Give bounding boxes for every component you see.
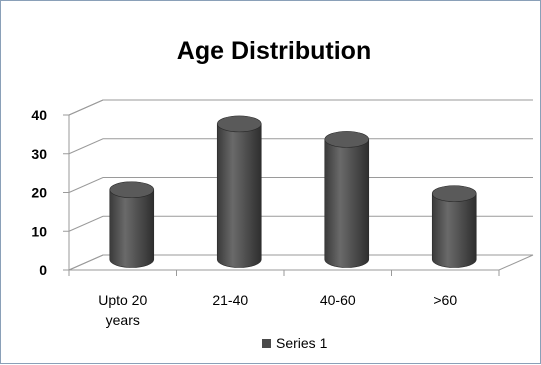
y-axis-ticks: 0 10 20 30 40: [31, 107, 69, 278]
x-category-label: 21-40: [212, 292, 248, 308]
bar-body: [324, 139, 370, 268]
y-tick-label: 20: [31, 185, 47, 201]
legend-label: Series 1: [276, 335, 328, 351]
bar-body: [216, 123, 262, 268]
bar-body: [109, 189, 155, 268]
x-category-label: 40-60: [320, 292, 356, 308]
bar: [109, 181, 155, 268]
gridline: [68, 215, 533, 232]
y-tick-label: 40: [31, 107, 47, 123]
legend-swatch: [262, 339, 271, 348]
y-tick-label: 30: [31, 146, 47, 162]
x-axis-labels: Upto 20 years 21-40 40-60 >60: [98, 292, 457, 328]
chart-bars: [109, 115, 477, 268]
y-tick-label: 10: [31, 223, 47, 239]
x-category-label: years: [106, 312, 140, 328]
x-category-label: >60: [433, 292, 457, 308]
bar: [216, 115, 262, 268]
bar: [324, 131, 370, 268]
gridline: [68, 254, 533, 271]
bar-top: [324, 131, 370, 148]
chart-gridlines: [68, 99, 533, 271]
y-tick-label: 0: [39, 262, 47, 278]
legend: Series 1: [262, 335, 328, 351]
bar-top: [431, 185, 477, 202]
bar-top: [109, 181, 155, 199]
bar-body: [431, 193, 477, 268]
chart-title: Age Distribution: [177, 37, 371, 65]
bar-top: [216, 115, 262, 133]
bar: [431, 185, 477, 268]
gridline: [68, 177, 533, 193]
gridline: [68, 138, 533, 155]
gridline: [68, 99, 533, 116]
x-category-label: Upto 20: [98, 292, 147, 308]
